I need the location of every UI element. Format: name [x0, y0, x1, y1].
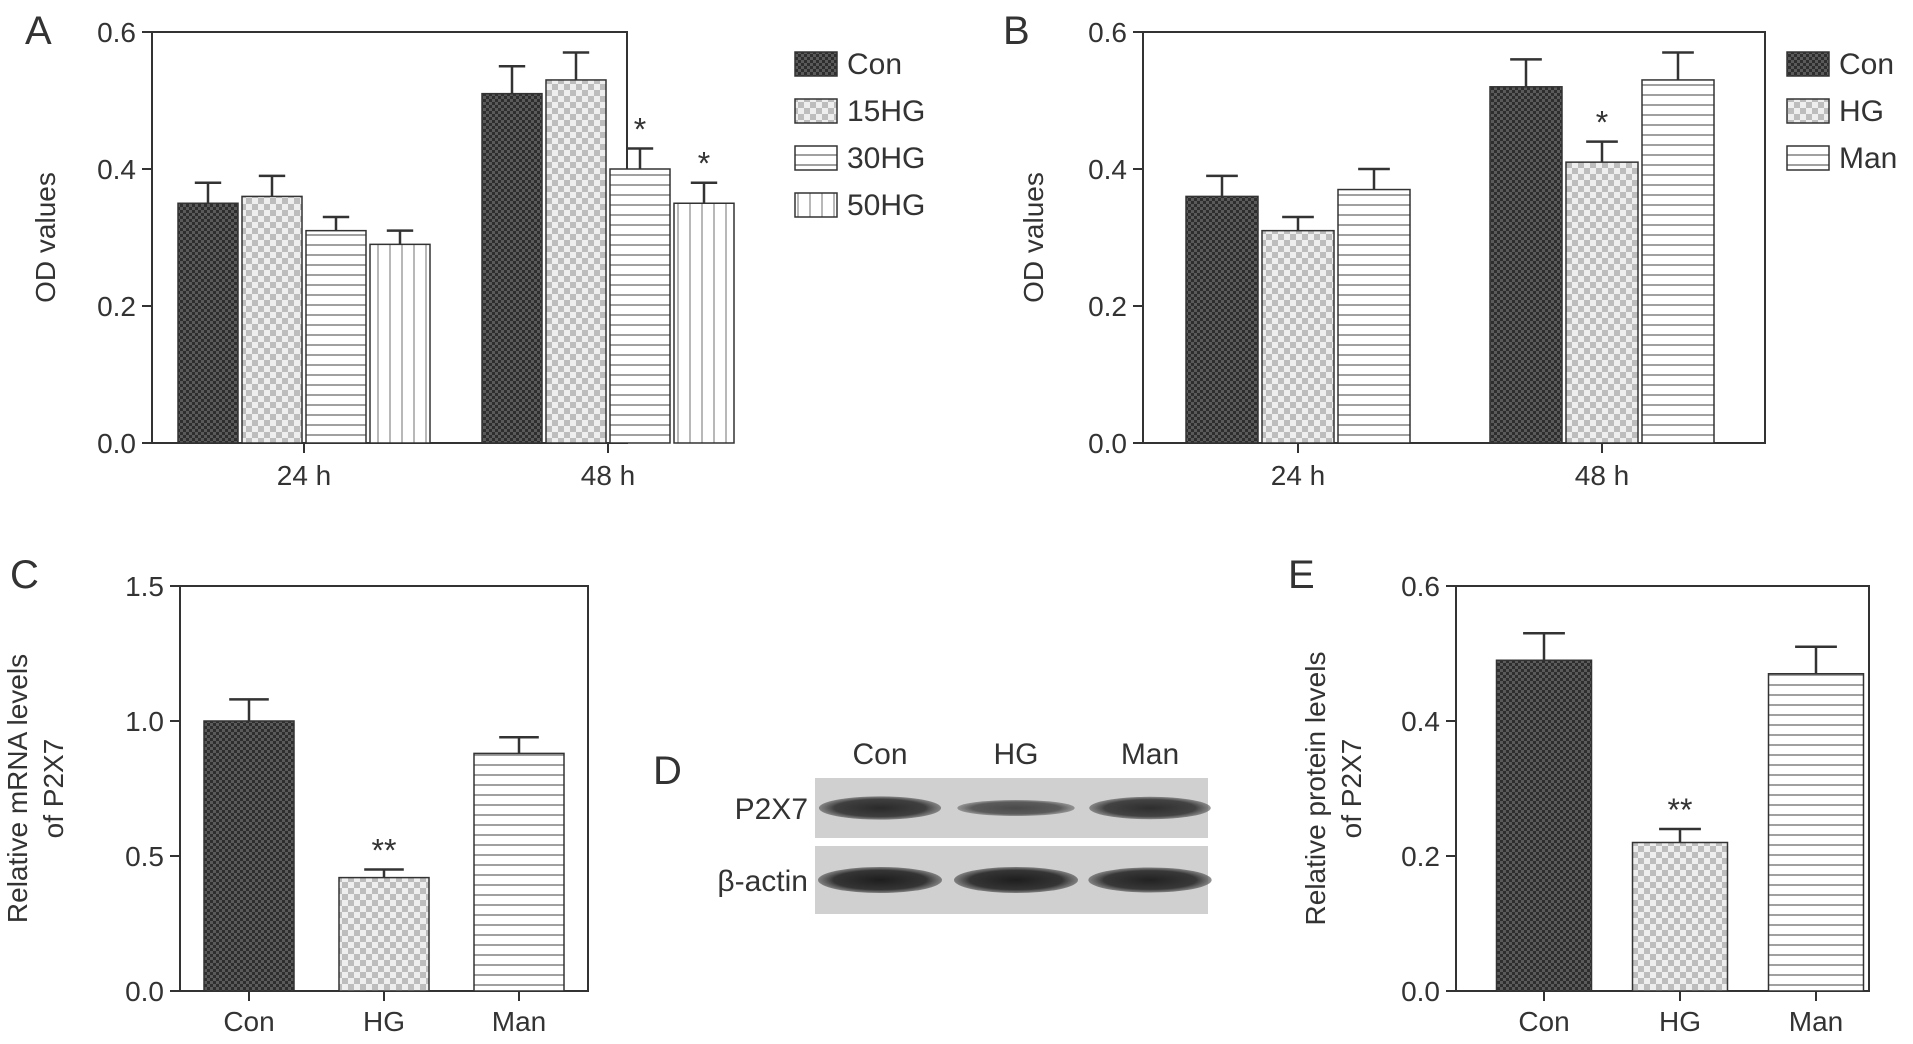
bar — [1767, 673, 1865, 992]
y-tick-label: 0.0 — [97, 428, 136, 459]
legend-swatch — [794, 145, 838, 171]
panel-letter: B — [1003, 9, 1030, 53]
bar — [1565, 161, 1639, 444]
blot-band — [818, 867, 942, 893]
legend-label: Con — [1839, 48, 1894, 81]
bar — [241, 195, 303, 444]
panel-letter: D — [653, 749, 682, 793]
bar — [1185, 195, 1259, 444]
legend-swatch — [794, 192, 838, 218]
panel-e: E 0.0 0.2 0.4 0.6 Relative protein levels of P… — [1288, 553, 1870, 1037]
legend-swatch — [1786, 98, 1830, 124]
x-tick-label: HG — [363, 1006, 405, 1037]
bar — [1261, 229, 1335, 444]
blot-band — [1089, 796, 1211, 820]
legend-label: Con — [847, 48, 902, 81]
panel-letter: A — [25, 9, 52, 53]
y-tick-label: 0.6 — [1088, 17, 1127, 48]
x-tick-label: 48 h — [1575, 460, 1630, 491]
legend-swatch — [794, 98, 838, 124]
legend-label: HG — [1839, 95, 1884, 128]
y-axis-title: OD values — [1018, 172, 1049, 303]
blot-row-label: β-actin — [717, 865, 808, 898]
bar — [1489, 86, 1563, 444]
bar — [481, 92, 543, 444]
bar — [673, 202, 735, 444]
blot-column-label: HG — [994, 738, 1039, 771]
y-tick-label: 0.0 — [125, 976, 164, 1007]
x-tick-label: 48 h — [581, 460, 636, 491]
panel-b: B 0.0 0.2 0.4 0.6 OD values 24 h * 48 h Con HG Man — [1003, 9, 1897, 491]
plot-frame — [1142, 31, 1766, 444]
legend-swatch — [1786, 145, 1830, 171]
bar — [1337, 188, 1411, 444]
bar — [369, 243, 431, 444]
legend-label: 30HG — [847, 142, 925, 175]
y-tick-label: 0.0 — [1401, 976, 1440, 1007]
blot-band — [954, 867, 1078, 893]
y-tick-label: 1.5 — [125, 571, 164, 602]
bar — [545, 79, 607, 444]
y-axis-title: Relative mRNA levels — [2, 654, 33, 923]
bar — [177, 202, 239, 444]
bar — [609, 168, 671, 444]
bar — [473, 752, 565, 992]
blot-column-label: Con — [852, 738, 907, 771]
significance-marker: * — [698, 146, 710, 182]
bar — [1631, 841, 1729, 992]
bar — [1641, 79, 1715, 444]
panel-c: C 0.0 0.5 1.0 1.5 Relative mRNA levels of P2X7… — [2, 553, 589, 1037]
y-tick-label: 0.4 — [1088, 154, 1127, 185]
legend-label: 15HG — [847, 95, 925, 128]
y-tick-label: 0.6 — [1401, 571, 1440, 602]
y-tick-label: 0.4 — [97, 154, 136, 185]
y-axis-title: OD values — [30, 172, 61, 303]
blot-row-label: P2X7 — [735, 793, 808, 826]
blot-column-label: Man — [1121, 738, 1179, 771]
y-tick-label: 0.2 — [1088, 291, 1127, 322]
legend-swatch — [794, 51, 838, 77]
x-tick-label: 24 h — [277, 460, 332, 491]
y-axis-title: Relative protein levels — [1300, 652, 1331, 926]
bar — [203, 720, 295, 992]
significance-marker: ** — [1668, 792, 1693, 828]
panel-letter: E — [1288, 553, 1315, 597]
x-tick-label: 24 h — [1271, 460, 1326, 491]
y-axis-title: of P2X7 — [38, 739, 69, 839]
x-tick-label: Con — [1518, 1006, 1569, 1037]
blot-band — [1088, 867, 1212, 893]
bar — [338, 876, 430, 992]
legend-label: 50HG — [847, 189, 925, 222]
y-tick-label: 1.0 — [125, 706, 164, 737]
y-tick-label: 0.4 — [1401, 706, 1440, 737]
y-tick-label: 0.0 — [1088, 428, 1127, 459]
significance-marker: * — [1596, 105, 1608, 141]
y-tick-label: 0.2 — [97, 291, 136, 322]
significance-marker: ** — [372, 833, 397, 869]
legend-label: Man — [1839, 142, 1897, 175]
bar — [305, 229, 367, 444]
y-tick-label: 0.2 — [1401, 841, 1440, 872]
panel-letter: C — [10, 553, 39, 597]
x-tick-label: Man — [1789, 1006, 1843, 1037]
x-tick-label: Man — [492, 1006, 546, 1037]
blot-band — [957, 799, 1075, 817]
bar — [1495, 659, 1593, 992]
x-tick-label: HG — [1659, 1006, 1701, 1037]
y-tick-label: 0.6 — [97, 17, 136, 48]
significance-marker: * — [634, 111, 646, 147]
legend-swatch — [1786, 51, 1830, 77]
x-tick-label: Con — [223, 1006, 274, 1037]
y-tick-label: 0.5 — [125, 841, 164, 872]
blot-band — [818, 796, 942, 820]
panel-a: A 0.0 0.2 0.4 0.6 OD values 24 h * * 48 h Con 15HG 3… — [25, 9, 925, 491]
y-axis-title: of P2X7 — [1336, 739, 1367, 839]
panel-d-western-blot: D Con HG Man P2X7 β-actin — [653, 738, 1212, 914]
